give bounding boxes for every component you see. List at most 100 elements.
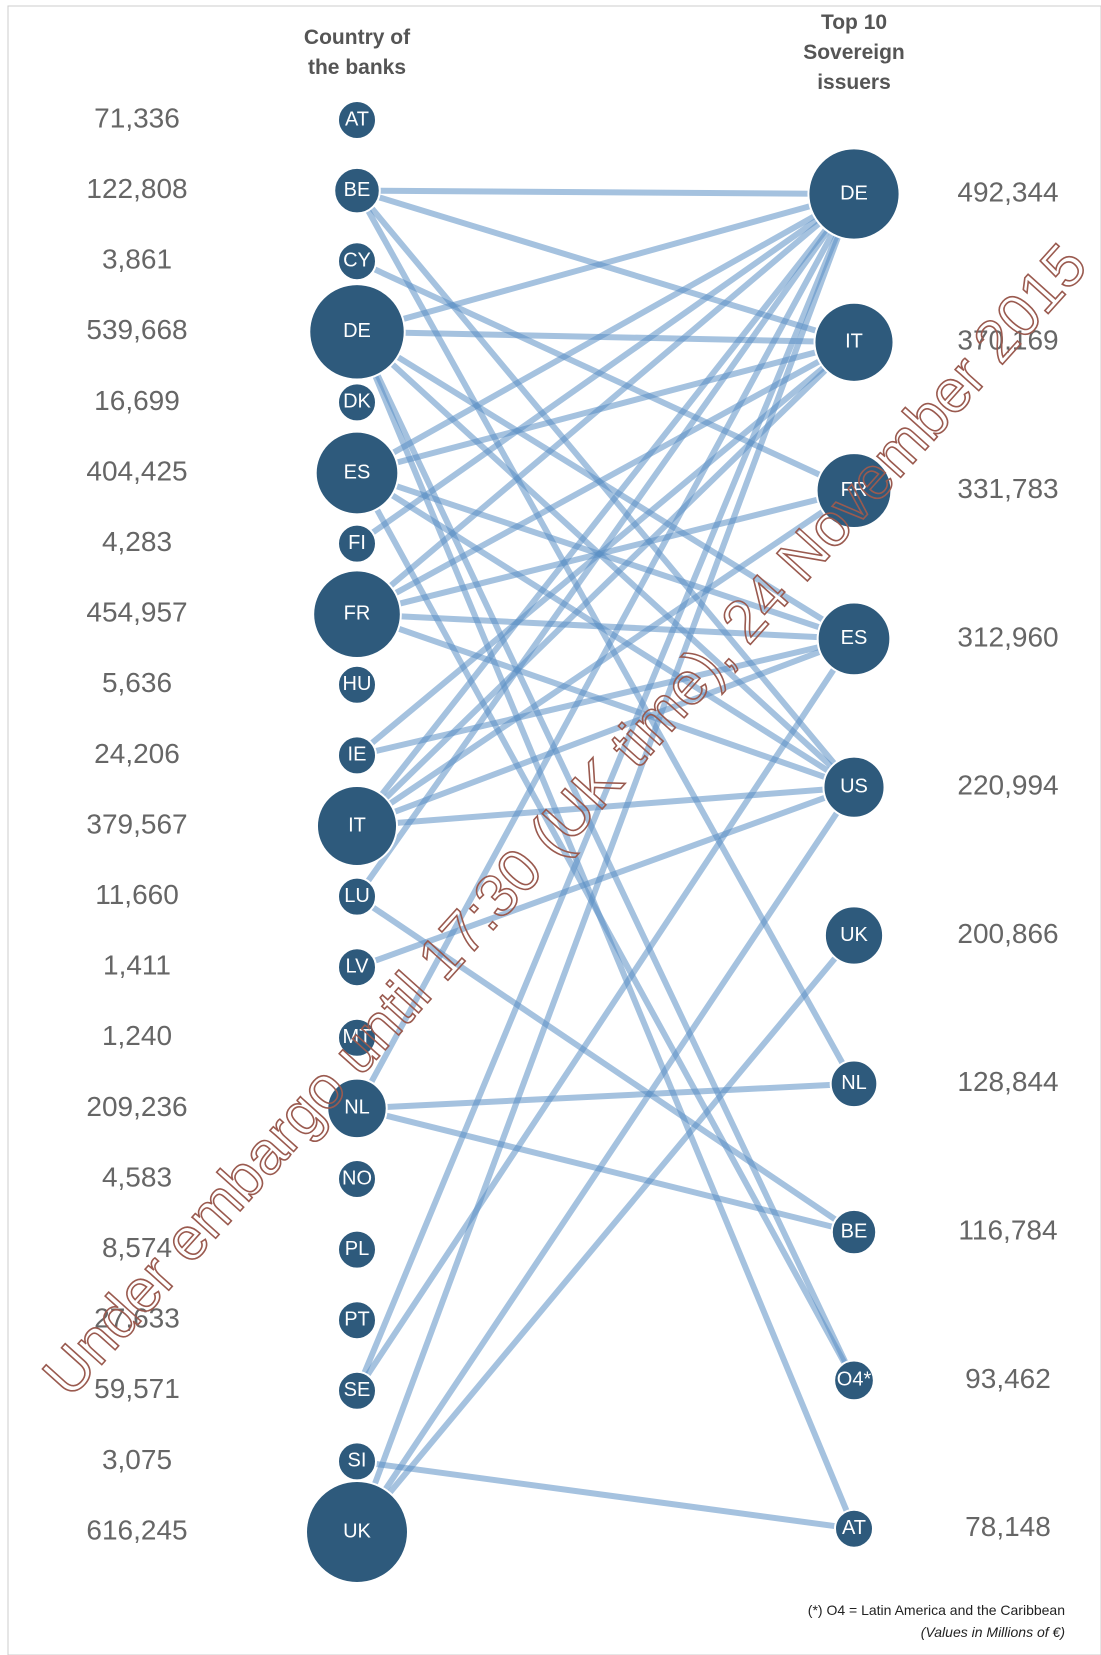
node-code: DE [840, 182, 868, 204]
link [356, 635, 855, 759]
node-code: FI [348, 532, 366, 554]
link [356, 611, 855, 642]
value-label: 5,636 [102, 667, 172, 698]
header: the banks [308, 56, 406, 79]
node-code: UK [343, 1520, 371, 1542]
node-code: UK [840, 924, 868, 946]
node-code: HU [343, 673, 372, 695]
link [354, 188, 857, 790]
value-label: 71,336 [94, 102, 180, 133]
node [815, 452, 893, 530]
link [355, 784, 856, 971]
node [337, 241, 377, 282]
link [356, 1458, 855, 1532]
node [337, 876, 377, 917]
value-label: 1,411 [103, 950, 171, 981]
node-code: PL [345, 1238, 369, 1260]
link [354, 192, 857, 1110]
link [354, 785, 857, 1534]
node-code: O4* [837, 1369, 872, 1391]
value-label: 8,574 [102, 1232, 172, 1263]
header: Sovereign [803, 41, 905, 64]
link [355, 191, 856, 547]
node [312, 569, 402, 660]
value-label: 209,236 [86, 1091, 187, 1122]
node [337, 1017, 377, 1058]
header: Top 10 [821, 11, 887, 34]
value-label: 539,668 [86, 314, 187, 345]
node [337, 664, 377, 705]
value-label: 1,240 [102, 1020, 172, 1051]
value-label: 220,994 [957, 770, 1058, 801]
link [354, 192, 857, 1392]
header: issuers [817, 71, 891, 94]
note: (*) O4 = Latin America and the Caribbean [808, 1602, 1065, 1618]
node-code: LV [346, 955, 370, 977]
node-code: PT [344, 1308, 370, 1330]
node-code: NL [344, 1097, 370, 1119]
value-label: 59,571 [94, 1373, 180, 1404]
node-code: AT [345, 108, 369, 130]
watermark: Under embargo until 17:30 (UK time), 24 … [30, 231, 1100, 1408]
frame [7, 5, 1101, 1655]
node [308, 283, 406, 381]
node [337, 382, 377, 423]
link [355, 258, 856, 494]
node [337, 1229, 377, 1270]
note: (Values in Millions of €) [921, 1624, 1065, 1640]
node [822, 755, 886, 819]
link [356, 611, 855, 791]
node-code: CY [343, 249, 371, 271]
node [337, 947, 377, 988]
value-label: 200,866 [957, 918, 1058, 949]
value-label: 312,960 [957, 621, 1058, 652]
node-code: NL [841, 1072, 867, 1094]
node-code: IT [845, 331, 863, 353]
link [354, 189, 857, 1086]
value-label: 27,633 [94, 1303, 180, 1334]
link [354, 192, 857, 828]
value-label: 331,783 [957, 473, 1058, 504]
value-label: 4,583 [102, 1161, 172, 1192]
link [356, 784, 855, 829]
node-code: IE [348, 744, 367, 766]
node [834, 1508, 874, 1549]
node-code: FR [841, 479, 868, 501]
node [315, 784, 399, 868]
value-label: 3,861 [102, 244, 172, 275]
node [830, 1208, 878, 1256]
value-label: 379,567 [86, 808, 187, 839]
value-label: 122,808 [86, 173, 187, 204]
node [314, 430, 400, 516]
node-code: FR [344, 602, 371, 624]
node-code: ES [344, 461, 371, 483]
link [355, 191, 856, 617]
node [833, 1359, 875, 1402]
link [355, 191, 856, 476]
link [354, 637, 857, 1393]
value-label: 128,844 [957, 1066, 1058, 1097]
value-label: 3,075 [102, 1444, 172, 1475]
link [354, 329, 857, 790]
node-code: DE [343, 320, 371, 342]
value-label: 454,957 [86, 597, 187, 628]
value-label: 11,660 [95, 879, 179, 910]
link [356, 1080, 855, 1112]
value-label: 116,784 [958, 1214, 1057, 1245]
link [356, 1105, 855, 1236]
header: Country of [304, 26, 411, 49]
node [337, 100, 377, 140]
value-label: 492,344 [957, 176, 1058, 207]
link [356, 191, 855, 335]
node-code: BE [841, 1220, 868, 1242]
node [337, 1159, 377, 1199]
link [356, 187, 855, 197]
value-label: 78,148 [965, 1511, 1051, 1542]
node [823, 905, 885, 966]
value-label: 4,283 [102, 526, 172, 557]
node [305, 1480, 409, 1584]
node-code: DK [343, 391, 371, 413]
node-code: BE [344, 179, 371, 201]
value-label: 93,462 [965, 1363, 1051, 1394]
